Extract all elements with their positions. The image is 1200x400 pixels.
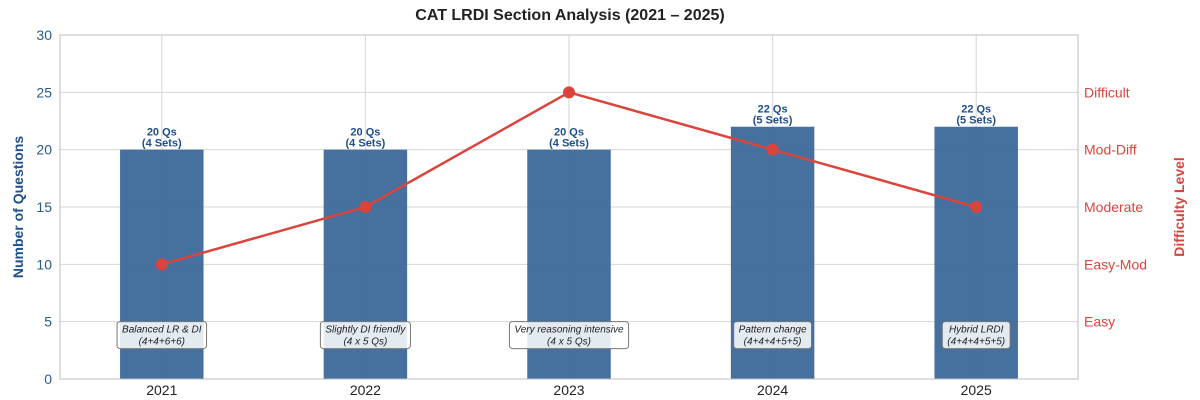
annotation-line: (4+4+4+5+5) — [947, 337, 1005, 348]
annotation-line: (4+4+4+5+5) — [744, 337, 802, 348]
annotation-line: (4 x 5 Qs) — [343, 337, 387, 348]
y-tick-label: 25 — [36, 84, 52, 100]
annotation-box: Very reasoning intensive(4 x 5 Qs) — [508, 321, 630, 350]
bar-data-label: (4 Sets) — [346, 138, 386, 150]
annotation-line: Very reasoning intensive — [514, 325, 624, 336]
y2-tick-label: Difficult — [1084, 84, 1130, 100]
difficulty-point — [970, 201, 983, 213]
difficulty-point — [563, 86, 575, 99]
bar-data-label: (4 Sets) — [549, 138, 589, 150]
annotation-line: Slightly DI friendly — [325, 325, 406, 336]
annotation-line: Hybrid LRDI — [949, 325, 1004, 336]
x-tick-label: 2022 — [350, 382, 381, 398]
y2-tick-label: Mod-Diff — [1084, 142, 1137, 158]
annotation-frame — [319, 321, 411, 350]
y-axis-label: Number of Questions — [10, 136, 26, 279]
annotations: Balanced LR & DI(4+4+6+6) Slightly DI fri… — [116, 321, 1011, 350]
axes: 051015202530EasyEasy-ModModerateMod-Diff… — [36, 27, 1147, 398]
annotation-line: (4 x 5 Qs) — [547, 337, 591, 348]
y2-tick-label: Moderate — [1084, 199, 1143, 215]
y2-tick-label: Easy-Mod — [1084, 256, 1147, 272]
annotation-box: Balanced LR & DI(4+4+6+6) — [116, 321, 208, 350]
bar-data-label: 20 Qs — [147, 127, 177, 139]
annotation-box: Slightly DI friendly(4 x 5 Qs) — [319, 321, 411, 350]
annotation-frame — [941, 321, 1011, 350]
bar-data-label: (5 Sets) — [753, 115, 793, 127]
bar-data-label: 20 Qs — [350, 127, 380, 139]
x-tick-label: 2021 — [146, 382, 177, 398]
x-tick-label: 2023 — [553, 382, 584, 398]
annotation-box: Hybrid LRDI(4+4+4+5+5) — [941, 321, 1011, 350]
annotation-frame — [508, 321, 630, 350]
y-tick-label: 0 — [44, 371, 52, 387]
bar-data-label: 20 Qs — [554, 127, 584, 139]
bar-data-label: 22 Qs — [961, 104, 991, 116]
chart-title: CAT LRDI Section Analysis (2021 – 2025) — [415, 7, 724, 24]
bar-data-label: (5 Sets) — [956, 115, 996, 127]
annotation-frame — [116, 321, 208, 350]
annotation-line: (4+4+6+6) — [139, 337, 185, 348]
annotation-line: Pattern change — [739, 325, 807, 336]
bar-labels: 20 Qs(4 Sets)20 Qs(4 Sets)20 Qs(4 Sets)2… — [142, 104, 996, 150]
y2-axis-label: Difficulty Level — [1171, 157, 1187, 257]
x-tick-label: 2025 — [961, 382, 992, 398]
y-tick-label: 5 — [44, 314, 52, 330]
difficulty-point — [359, 201, 372, 213]
plot-frame — [59, 34, 1079, 380]
bar-data-label: 22 Qs — [758, 104, 788, 116]
y-tick-label: 30 — [36, 27, 52, 43]
annotation-line: Balanced LR & DI — [122, 325, 202, 336]
y-tick-label: 15 — [36, 199, 52, 215]
y-tick-label: 10 — [36, 256, 52, 272]
annotation-box: Pattern change(4+4+4+5+5) — [733, 321, 813, 350]
x-tick-label: 2024 — [757, 382, 788, 398]
difficulty-point — [155, 258, 168, 271]
difficulty-point — [766, 143, 779, 156]
y-tick-label: 20 — [36, 142, 52, 158]
difficulty-line — [155, 86, 983, 271]
annotation-frame — [733, 321, 813, 350]
bar-data-label: (4 Sets) — [142, 138, 182, 150]
y2-tick-label: Easy — [1084, 314, 1115, 330]
